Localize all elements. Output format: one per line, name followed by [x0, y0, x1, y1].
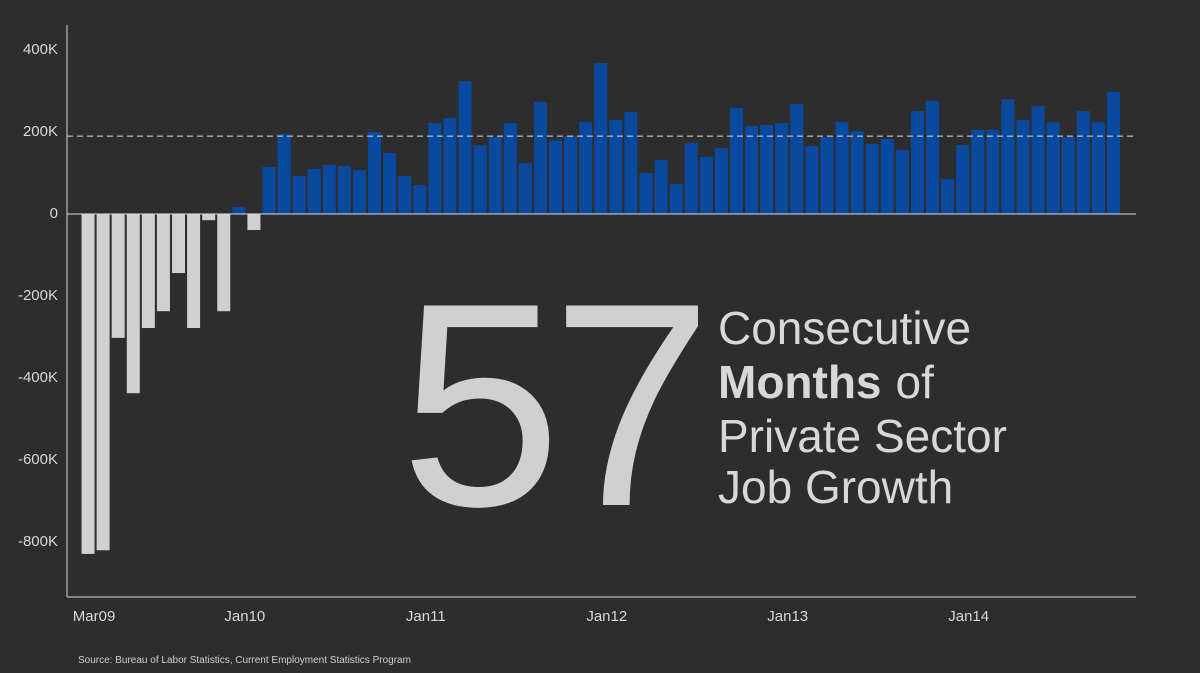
bar [1091, 122, 1105, 215]
bar [729, 107, 743, 215]
x-tick-label: Jan11 [406, 608, 446, 625]
y-tick-label: 200K [23, 123, 58, 140]
x-tick-label: Jan14 [948, 608, 989, 625]
bar [609, 120, 623, 215]
bar [352, 170, 366, 215]
bar [111, 214, 125, 338]
bar [488, 136, 502, 215]
bar [654, 159, 668, 215]
bar [473, 145, 487, 215]
bar [594, 63, 608, 215]
bar [699, 157, 713, 215]
x-tick-label: Jan12 [586, 608, 627, 625]
bar [1001, 99, 1015, 215]
y-tick-label: -600K [18, 451, 58, 468]
bar [850, 131, 864, 215]
bar [986, 129, 1000, 215]
bar [760, 125, 774, 215]
bar [247, 214, 261, 231]
bar [549, 140, 563, 215]
bar [790, 104, 804, 215]
bar [564, 136, 578, 215]
bar [232, 207, 246, 215]
bar [865, 143, 879, 215]
annotation-word: of [896, 356, 935, 408]
bar [1106, 91, 1120, 215]
bar [1046, 122, 1060, 215]
bar [941, 179, 955, 215]
bar [413, 184, 427, 215]
bar [368, 132, 382, 215]
bar [579, 122, 593, 215]
bar [81, 214, 95, 554]
annotation-line: Job Growth [718, 461, 953, 513]
x-tick-label: Jan13 [767, 608, 808, 625]
bar [533, 102, 547, 215]
bar [1031, 106, 1045, 215]
bar [307, 168, 321, 215]
bar [880, 138, 894, 215]
bar [217, 214, 231, 312]
y-tick-label: -200K [18, 287, 58, 304]
bar [956, 145, 970, 215]
bar [971, 129, 985, 215]
annotation-line: Consecutive [718, 302, 971, 354]
bar [126, 214, 140, 394]
y-tick-label: 0 [50, 205, 58, 222]
bar [428, 122, 442, 215]
bar [835, 122, 849, 215]
bar [1061, 136, 1075, 215]
bar [398, 175, 412, 215]
bar [443, 118, 457, 215]
bar [1016, 120, 1030, 215]
y-tick-label: -800K [18, 533, 58, 550]
bar [639, 173, 653, 215]
bar [745, 125, 759, 215]
bar [141, 214, 155, 329]
x-tick-label: Mar09 [73, 608, 116, 625]
bar [187, 214, 201, 329]
bar [775, 122, 789, 215]
bar [895, 150, 909, 215]
bar [292, 175, 306, 215]
x-tick-label: Jan10 [224, 608, 265, 625]
bar [518, 163, 532, 215]
bar [1076, 111, 1090, 215]
bar [714, 148, 728, 215]
bar [684, 143, 698, 215]
bar [383, 152, 397, 215]
bar [910, 111, 924, 215]
bar [458, 81, 472, 215]
bar [277, 134, 291, 215]
bar [503, 122, 517, 215]
big-number: 57 [400, 243, 703, 567]
bar [820, 136, 834, 215]
bar [262, 166, 276, 215]
source: Source: Bureau of Labor Statistics, Curr… [78, 655, 411, 666]
bar [156, 214, 170, 312]
annotation-bold: Months [718, 356, 882, 408]
bar [624, 111, 638, 215]
y-tick-label: -400K [18, 369, 58, 386]
y-tick-label: 400K [23, 41, 58, 58]
bar [669, 184, 683, 215]
bar [322, 164, 336, 215]
bar [805, 145, 819, 215]
bar [926, 100, 940, 215]
bar [202, 214, 216, 221]
annotation-line: Months of [718, 356, 934, 408]
bar [337, 166, 351, 215]
bar [172, 214, 186, 274]
annotation-line: Private Sector [718, 410, 1007, 462]
bar [96, 214, 110, 551]
plot: -800K -600K -400K -200K 0 200K 400K Mar09 Jan10 J… [18, 41, 1136, 625]
